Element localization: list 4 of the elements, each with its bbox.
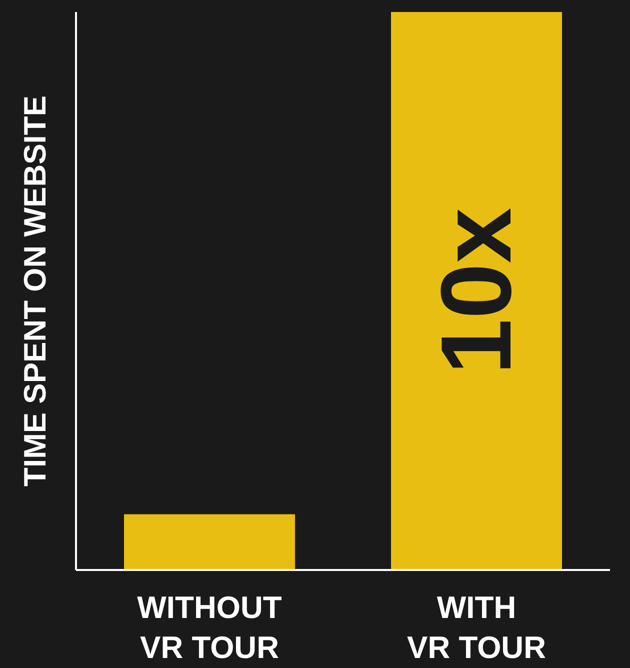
x-tick-label: WITHOUT VR TOUR bbox=[137, 590, 282, 665]
y-axis-title: TIME SPENT ON WEBSITE bbox=[18, 96, 52, 486]
annotation: 10x bbox=[420, 208, 532, 374]
x-tick-label: WITH VR TOUR bbox=[407, 590, 546, 665]
